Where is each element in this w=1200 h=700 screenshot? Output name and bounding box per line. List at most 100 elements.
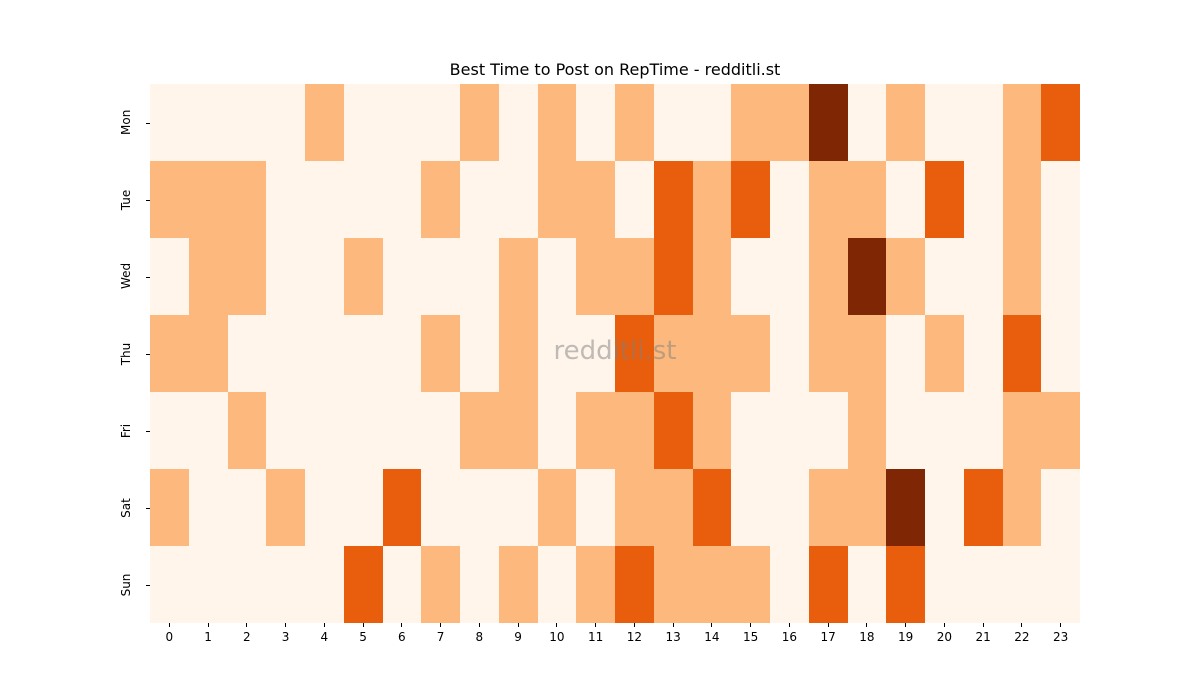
x-tick-mark xyxy=(866,623,868,627)
heatmap-cell xyxy=(925,546,964,623)
heatmap-cell xyxy=(847,161,887,238)
heatmap-cell xyxy=(615,161,654,238)
heatmap-cell xyxy=(343,392,383,469)
heatmap-cell xyxy=(266,238,305,315)
y-tick-label: Sun xyxy=(110,546,150,623)
x-tick-label: 11 xyxy=(576,623,615,644)
heatmap-cell xyxy=(731,161,770,238)
heatmap-cell xyxy=(150,161,189,238)
heatmap-cell xyxy=(382,546,422,623)
heatmap-cell xyxy=(266,84,305,161)
heatmap-cell xyxy=(1002,392,1042,469)
x-tick-label: 3 xyxy=(266,623,305,644)
heatmap-cell xyxy=(615,469,654,546)
heatmap-cell xyxy=(343,469,383,546)
heatmap-cell xyxy=(770,546,809,623)
x-tick-mark xyxy=(478,623,480,627)
y-tick-mark xyxy=(146,430,150,432)
heatmap-cell xyxy=(731,315,770,392)
heatmap-cell xyxy=(1041,315,1080,392)
y-tick-text: Fri xyxy=(119,423,133,438)
heatmap-cell xyxy=(498,546,538,623)
heatmap-cell xyxy=(615,84,654,161)
x-tick-text: 9 xyxy=(514,630,522,644)
heatmap-cell xyxy=(1002,161,1042,238)
heatmap-cell xyxy=(266,161,305,238)
heatmap-cell xyxy=(305,84,344,161)
x-tick-text: 5 xyxy=(359,630,367,644)
x-tick-text: 22 xyxy=(1014,630,1030,644)
heatmap-cell xyxy=(653,546,693,623)
heatmap-cell xyxy=(343,84,383,161)
x-tick-text: 10 xyxy=(549,630,565,644)
y-tick-mark xyxy=(146,276,150,278)
chart-title: Best Time to Post on RepTime - redditli.… xyxy=(449,60,781,79)
heatmap-cell xyxy=(692,238,732,315)
heatmap-cell xyxy=(1041,392,1080,469)
heatmap-cell xyxy=(305,238,344,315)
heatmap-cell xyxy=(576,161,615,238)
heatmap-cell xyxy=(498,84,538,161)
x-tick-mark xyxy=(207,623,209,627)
heatmap-cell xyxy=(925,469,964,546)
y-tick-mark xyxy=(146,507,150,509)
heatmap-cell xyxy=(576,315,615,392)
heatmap-cell xyxy=(150,84,189,161)
x-tick-text: 3 xyxy=(281,630,290,644)
heatmap-cell xyxy=(460,84,499,161)
heatmap-cell xyxy=(227,469,267,546)
heatmap-cell xyxy=(188,84,228,161)
x-tick-text: 20 xyxy=(936,630,953,644)
x-tick-text: 11 xyxy=(587,630,604,644)
heatmap-cell xyxy=(576,469,615,546)
y-tick-text: Thu xyxy=(119,342,133,365)
heatmap-cell xyxy=(382,315,422,392)
y-tick-mark xyxy=(146,584,150,586)
x-tick-text: 2 xyxy=(243,630,251,644)
heatmap-cell xyxy=(227,84,267,161)
x-tick-mark xyxy=(633,623,635,627)
x-tick-text: 14 xyxy=(704,630,720,644)
x-tick-label: 4 xyxy=(305,623,344,644)
heatmap-cell xyxy=(460,546,499,623)
x-tick-mark xyxy=(1021,623,1023,627)
heatmap-cell xyxy=(421,315,460,392)
x-tick-text: 16 xyxy=(781,630,798,644)
x-tick-text: 23 xyxy=(1052,630,1069,644)
heatmap-cell xyxy=(382,84,422,161)
heatmap-cell xyxy=(653,84,693,161)
x-tick-text: 8 xyxy=(475,630,484,644)
heatmap-cell xyxy=(150,469,189,546)
y-tick-mark xyxy=(146,199,150,201)
x-tick-mark xyxy=(595,623,597,627)
heatmap-cell xyxy=(615,238,654,315)
heatmap-cell xyxy=(150,392,189,469)
heatmap-cell xyxy=(227,315,267,392)
heatmap-cell xyxy=(343,546,383,623)
heatmap-cell xyxy=(498,469,538,546)
heatmap-cell xyxy=(847,392,887,469)
heatmap-cell xyxy=(847,546,887,623)
x-tick-label: 17 xyxy=(809,623,848,644)
heatmap-cell xyxy=(1002,315,1042,392)
heatmap-cell xyxy=(305,469,344,546)
heatmap-cell xyxy=(886,546,925,623)
x-tick-mark xyxy=(982,623,984,627)
x-tick-label: 12 xyxy=(615,623,654,644)
heatmap-cell xyxy=(343,161,383,238)
x-tick-text: 1 xyxy=(204,630,212,644)
heatmap-cell xyxy=(808,238,848,315)
heatmap-cell xyxy=(305,161,344,238)
heatmap-cell xyxy=(460,469,499,546)
heatmap-cell xyxy=(227,161,267,238)
heatmap-cell xyxy=(498,161,538,238)
heatmap-cell xyxy=(382,238,422,315)
x-tick-label: 1 xyxy=(189,623,228,644)
x-tick-mark xyxy=(517,623,519,627)
heatmap-cell xyxy=(537,469,577,546)
heatmap-cell xyxy=(731,546,770,623)
heatmap-cell xyxy=(576,84,615,161)
heatmap-cell xyxy=(963,84,1003,161)
heatmap-cell xyxy=(886,238,925,315)
y-tick-text: Mon xyxy=(119,109,133,135)
